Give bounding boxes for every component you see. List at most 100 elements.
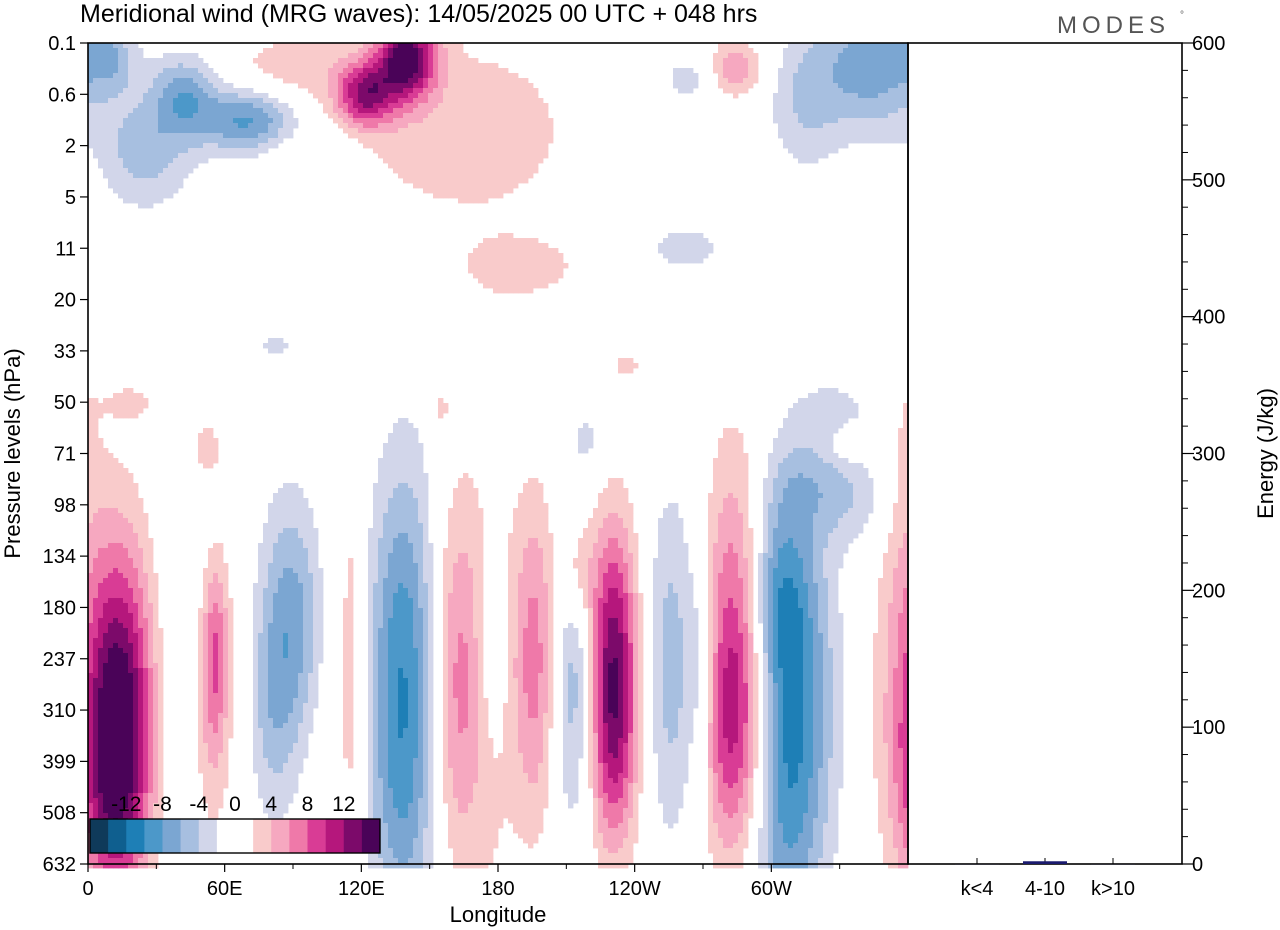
heatmap-cell xyxy=(243,93,249,99)
heatmap-cell xyxy=(208,433,214,439)
heatmap-cell xyxy=(423,118,429,124)
heatmap-cell xyxy=(388,493,394,499)
heatmap-cell xyxy=(838,508,844,514)
heatmap-cell xyxy=(248,98,254,104)
heatmap-cell xyxy=(393,513,399,519)
heatmap-cell xyxy=(263,128,269,134)
heatmap-cell xyxy=(298,58,304,64)
heatmap-cell xyxy=(513,103,519,109)
heatmap-cell xyxy=(508,133,514,139)
heatmap-cell xyxy=(853,68,859,74)
heatmap-cell xyxy=(363,58,369,64)
heatmap-cell xyxy=(133,158,139,164)
heatmap-cell xyxy=(283,68,289,74)
heatmap-cell xyxy=(728,88,734,94)
heatmap-cell xyxy=(898,128,904,134)
heatmap-cell xyxy=(118,408,124,414)
heatmap-cell xyxy=(483,163,489,169)
heatmap-cell xyxy=(458,108,464,114)
heatmap-cell xyxy=(488,153,494,159)
heatmap-cell xyxy=(108,98,114,104)
heatmap-cell xyxy=(458,178,464,184)
heatmap-cell xyxy=(378,533,384,539)
heatmap-cell xyxy=(258,108,264,114)
heatmap-cell xyxy=(128,148,134,154)
heatmap-cell xyxy=(108,518,114,524)
heatmap-cell xyxy=(783,113,789,119)
heatmap-cell xyxy=(98,543,104,549)
heatmap-cell xyxy=(503,268,509,274)
heatmap-cell xyxy=(318,73,324,79)
heatmap-cell xyxy=(283,103,289,109)
heatmap-cell xyxy=(468,98,474,104)
heatmap-cell xyxy=(878,88,884,94)
heatmap-cell xyxy=(843,53,849,59)
heatmap-cell xyxy=(228,143,234,149)
heatmap-cell xyxy=(753,53,759,59)
heatmap-cell xyxy=(788,543,794,549)
heatmap-cell xyxy=(98,133,104,139)
heatmap-cell xyxy=(263,528,269,534)
heatmap-cell xyxy=(513,123,519,129)
heatmap-cell xyxy=(898,53,904,59)
heatmap-cell xyxy=(468,253,474,259)
heatmap-cell xyxy=(128,158,134,164)
heatmap-cell xyxy=(508,148,514,154)
heatmap-cell xyxy=(438,398,444,404)
heatmap-cell xyxy=(833,408,839,414)
heatmap-cell xyxy=(178,118,184,124)
heatmap-cell xyxy=(893,508,899,514)
heatmap-cell xyxy=(798,78,804,84)
heatmap-cell xyxy=(223,148,229,154)
heatmap-cell xyxy=(888,548,894,554)
heatmap-cell xyxy=(508,188,514,194)
heatmap-cell xyxy=(693,258,699,264)
heatmap-cell xyxy=(283,78,289,84)
heatmap-cell xyxy=(448,93,454,99)
heatmap-cell xyxy=(373,113,379,119)
heatmap-cell xyxy=(363,98,369,104)
heatmap-cell xyxy=(243,128,249,134)
heatmap-cell xyxy=(98,453,104,459)
heatmap-cell xyxy=(108,403,114,409)
heatmap-cell xyxy=(413,98,419,104)
heatmap-cell xyxy=(118,478,124,484)
heatmap-cell xyxy=(903,93,909,99)
heatmap-cell xyxy=(808,123,814,129)
heatmap-cell xyxy=(123,168,129,174)
heatmap-cell xyxy=(728,68,734,74)
heatmap-cell xyxy=(463,138,469,144)
heatmap-cell xyxy=(258,103,264,109)
heatmap-cell xyxy=(288,503,294,509)
heatmap-cell xyxy=(143,98,149,104)
heatmap-cell xyxy=(198,93,204,99)
heatmap-cell xyxy=(698,238,704,244)
heatmap-cell xyxy=(453,538,459,544)
heatmap-cell xyxy=(178,73,184,79)
heatmap-cell xyxy=(478,533,484,539)
heatmap-cell xyxy=(98,548,104,554)
heatmap-cell xyxy=(248,138,254,144)
heatmap-cell xyxy=(883,553,889,559)
heatmap-cell xyxy=(98,58,104,64)
heatmap-cell xyxy=(168,158,174,164)
heatmap-cell xyxy=(548,118,554,124)
heatmap-cell xyxy=(468,128,474,134)
heatmap-cell xyxy=(798,483,804,489)
heatmap-cell xyxy=(578,553,584,559)
heatmap-cell xyxy=(333,88,339,94)
heatmap-cell xyxy=(123,178,129,184)
heatmap-cell xyxy=(833,478,839,484)
heatmap-cell xyxy=(733,518,739,524)
heatmap-cell xyxy=(453,113,459,119)
heatmap-cell xyxy=(303,58,309,64)
heatmap-cell xyxy=(498,83,504,89)
heatmap-cell xyxy=(823,413,829,419)
heatmap-cell xyxy=(503,173,509,179)
heatmap-cell xyxy=(113,473,119,479)
heatmap-cell xyxy=(898,68,904,74)
heatmap-cell xyxy=(98,518,104,524)
heatmap-cell xyxy=(828,133,834,139)
heatmap-cell xyxy=(663,508,669,514)
heatmap-cell xyxy=(468,178,474,184)
